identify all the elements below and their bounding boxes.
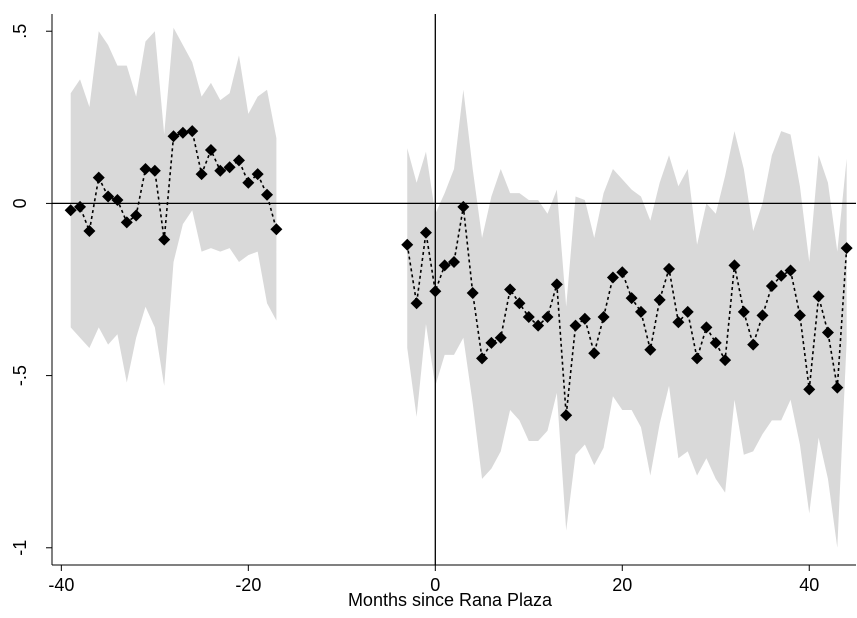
point-marker bbox=[448, 255, 460, 268]
y-tick-label: .5 bbox=[10, 24, 30, 39]
x-tick-label: -20 bbox=[235, 575, 261, 595]
point-marker bbox=[634, 305, 647, 318]
point-marker bbox=[672, 316, 685, 329]
point-marker bbox=[148, 164, 161, 177]
point-marker bbox=[616, 266, 629, 279]
x-tick-label: 40 bbox=[799, 575, 819, 595]
point-marker bbox=[784, 264, 797, 277]
point-marker bbox=[625, 292, 638, 305]
point-marker bbox=[756, 309, 769, 322]
point-marker bbox=[653, 293, 666, 306]
point-marker bbox=[251, 168, 264, 181]
y-tick-label: -1 bbox=[10, 540, 30, 556]
point-marker bbox=[429, 285, 442, 298]
point-marker bbox=[513, 297, 526, 310]
point-marker bbox=[793, 309, 806, 322]
point-marker bbox=[840, 242, 853, 255]
point-marker bbox=[176, 126, 189, 139]
point-marker bbox=[504, 283, 517, 296]
point-marker bbox=[401, 238, 414, 251]
point-marker bbox=[485, 336, 498, 349]
point-marker bbox=[261, 188, 274, 201]
point-marker bbox=[438, 259, 451, 272]
point-marker bbox=[476, 352, 489, 365]
point-marker bbox=[270, 223, 283, 236]
point-marker bbox=[130, 209, 143, 222]
x-axis-label: Months since Rana Plaza bbox=[348, 590, 553, 610]
point-marker bbox=[765, 280, 778, 293]
point-marker bbox=[560, 409, 573, 422]
point-marker bbox=[522, 311, 535, 324]
point-marker bbox=[719, 354, 732, 367]
point-marker bbox=[709, 336, 722, 349]
point-marker bbox=[102, 190, 115, 203]
y-tick-label: 0 bbox=[10, 198, 30, 208]
point-marker bbox=[597, 311, 610, 324]
point-marker bbox=[569, 319, 582, 332]
point-marker bbox=[775, 269, 788, 282]
point-marker bbox=[74, 200, 87, 213]
point-marker bbox=[663, 262, 676, 275]
estimate-line bbox=[70, 130, 278, 240]
point-marker bbox=[550, 278, 563, 291]
point-marker bbox=[83, 224, 96, 237]
point-marker bbox=[167, 130, 180, 143]
point-marker bbox=[214, 164, 227, 177]
point-marker bbox=[92, 171, 105, 184]
x-tick-label: -40 bbox=[48, 575, 74, 595]
point-marker bbox=[541, 311, 554, 324]
point-marker bbox=[831, 381, 844, 394]
point-marker bbox=[606, 271, 619, 284]
point-marker bbox=[821, 326, 834, 339]
point-marker bbox=[737, 305, 750, 318]
point-marker bbox=[466, 286, 479, 299]
point-marker bbox=[410, 297, 423, 310]
point-marker bbox=[232, 154, 245, 167]
point-marker bbox=[457, 200, 470, 213]
point-marker bbox=[644, 343, 657, 356]
point-marker bbox=[532, 319, 545, 332]
point-marker bbox=[139, 162, 152, 175]
x-tick-label: 20 bbox=[612, 575, 632, 595]
point-marker bbox=[588, 347, 601, 360]
point-marker bbox=[186, 125, 199, 138]
point-marker bbox=[700, 321, 713, 334]
point-marker bbox=[812, 290, 825, 303]
confidence-band bbox=[407, 89, 847, 548]
point-marker bbox=[223, 161, 236, 174]
point-marker bbox=[681, 305, 694, 318]
point-marker bbox=[803, 383, 816, 396]
confidence-band bbox=[70, 27, 277, 386]
point-marker bbox=[195, 168, 208, 181]
point-marker bbox=[111, 193, 124, 206]
point-marker bbox=[578, 312, 591, 325]
point-marker bbox=[691, 352, 704, 365]
point-marker bbox=[419, 226, 432, 239]
point-marker bbox=[158, 233, 171, 246]
y-tick-label: -.5 bbox=[10, 365, 30, 386]
point-marker bbox=[747, 338, 760, 351]
x-tick-label: 0 bbox=[430, 575, 440, 595]
point-marker bbox=[728, 259, 741, 272]
point-marker bbox=[120, 216, 133, 229]
point-marker bbox=[242, 176, 255, 189]
point-marker bbox=[204, 144, 217, 157]
point-marker bbox=[494, 331, 507, 344]
point-marker bbox=[64, 204, 77, 217]
